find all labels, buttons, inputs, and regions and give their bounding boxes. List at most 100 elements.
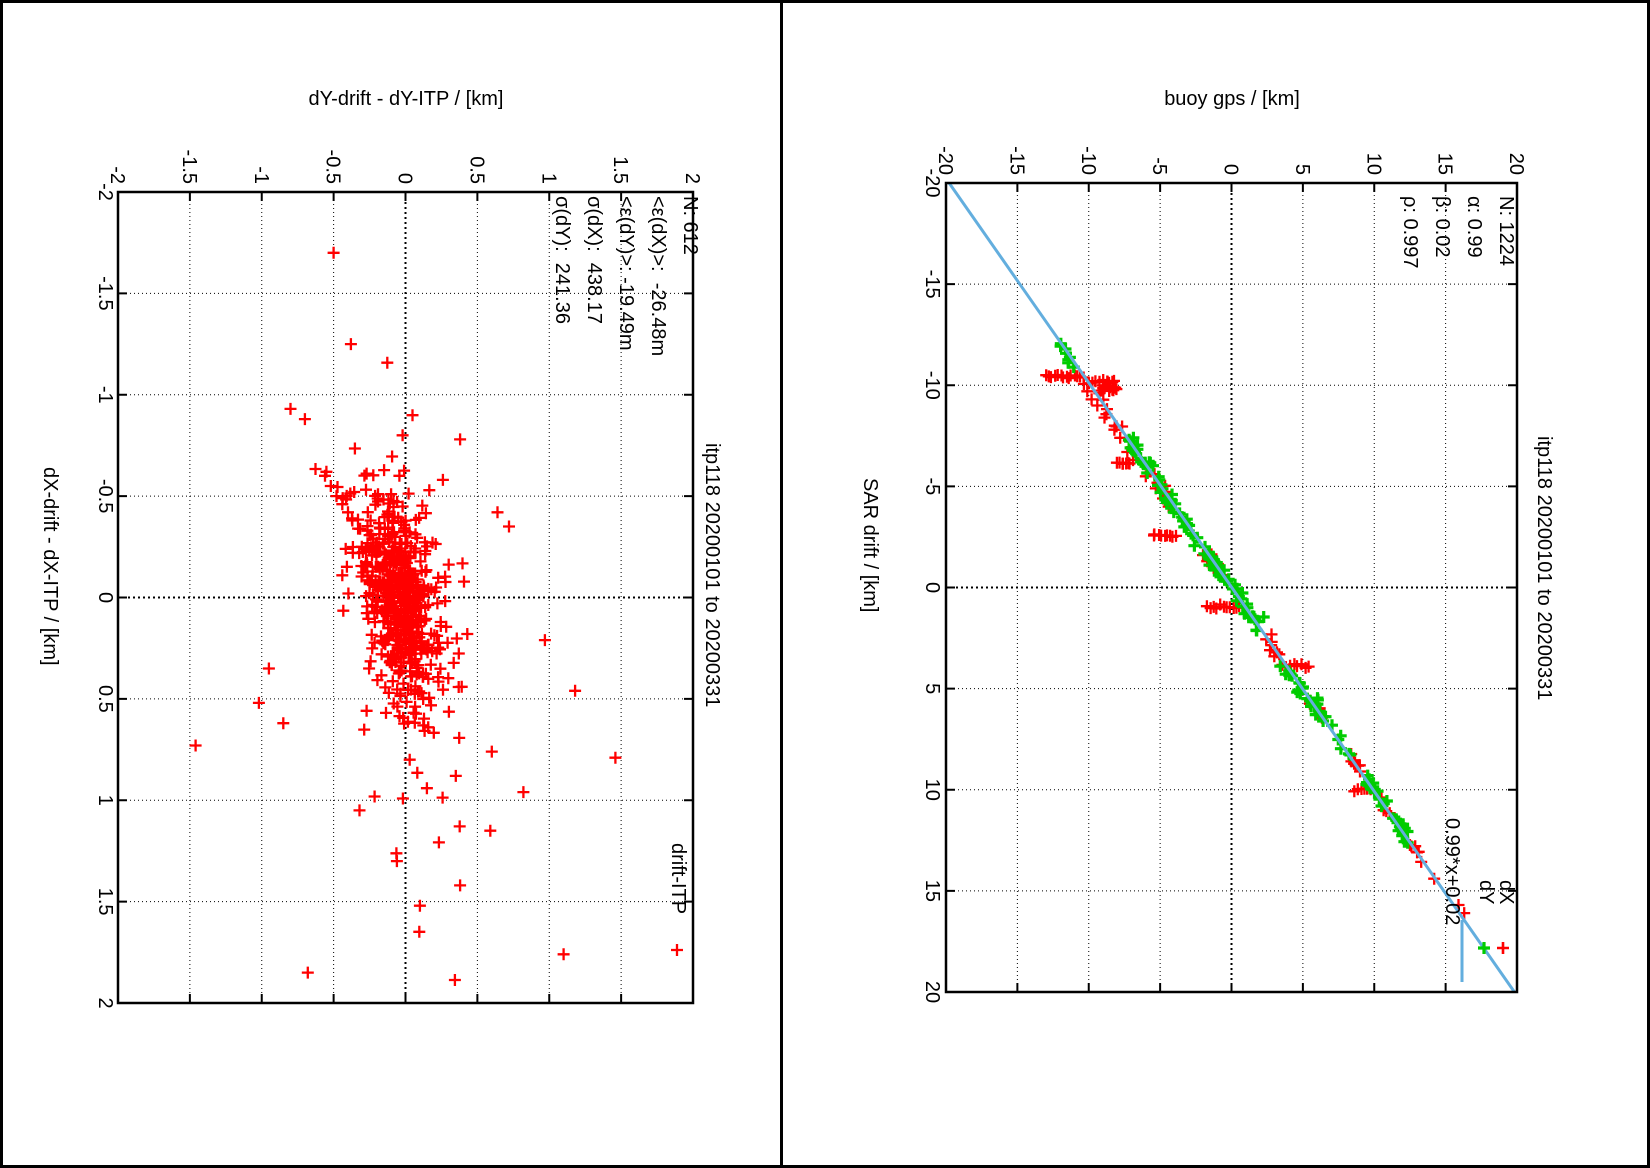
data-point bbox=[424, 658, 437, 671]
data-point bbox=[423, 484, 436, 497]
data-point bbox=[382, 521, 395, 534]
data-point bbox=[366, 588, 379, 601]
stats-line: β: 0.02 bbox=[1431, 196, 1453, 258]
data-point bbox=[404, 655, 417, 668]
data-point bbox=[454, 879, 467, 892]
data-point bbox=[395, 537, 408, 550]
data-point bbox=[439, 595, 452, 608]
data-point bbox=[382, 568, 395, 581]
data-point bbox=[369, 498, 382, 511]
data-point bbox=[1103, 385, 1116, 397]
data-point bbox=[1062, 372, 1075, 385]
data-point bbox=[376, 635, 389, 648]
data-point bbox=[319, 469, 331, 482]
data-point bbox=[419, 507, 432, 520]
tick-label-top: -10 bbox=[1077, 146, 1099, 175]
data-point bbox=[262, 662, 275, 675]
tick-label-top: 0 bbox=[1220, 164, 1242, 175]
tick-label-left: -0.5 bbox=[94, 479, 116, 513]
data-point bbox=[406, 581, 419, 594]
data-point bbox=[431, 597, 444, 610]
tick-label-left: -5 bbox=[921, 477, 943, 495]
right-stats-block: N: 1224 α: 0.99 β: 0.02 ρ: 0.997 bbox=[1398, 196, 1517, 396]
data-point bbox=[1147, 459, 1159, 472]
data-point bbox=[432, 571, 445, 584]
data-point bbox=[376, 560, 389, 573]
data-point bbox=[386, 450, 399, 463]
data-point bbox=[390, 847, 403, 860]
data-point bbox=[401, 600, 414, 612]
data-point bbox=[431, 629, 444, 642]
tick-label-left: 10 bbox=[921, 779, 943, 801]
data-point bbox=[380, 706, 392, 719]
right-legend-dx-marker bbox=[1497, 942, 1509, 954]
data-point bbox=[361, 506, 374, 519]
tick-label-top: 10 bbox=[1362, 153, 1384, 175]
data-point bbox=[1188, 539, 1201, 552]
data-point bbox=[453, 820, 466, 833]
data-point bbox=[361, 520, 374, 533]
data-point bbox=[373, 517, 385, 530]
data-point bbox=[402, 684, 415, 696]
data-point bbox=[434, 620, 447, 632]
data-point bbox=[421, 540, 433, 553]
right-legend-dy-label: dY bbox=[1475, 880, 1497, 905]
data-point bbox=[360, 467, 373, 480]
tick-label-top: 0 bbox=[394, 173, 416, 184]
tick-label-left: 0 bbox=[94, 592, 116, 603]
tick-label-left: -1 bbox=[94, 386, 116, 404]
data-point bbox=[395, 566, 407, 579]
data-point bbox=[360, 704, 373, 717]
data-point bbox=[369, 539, 382, 552]
data-point bbox=[358, 723, 371, 736]
left-legend-label: drift-ITP bbox=[667, 843, 689, 915]
data-point bbox=[395, 596, 408, 609]
right-y-axis-label: buoy gps / [km] bbox=[1164, 88, 1300, 110]
data-point bbox=[442, 705, 455, 718]
data-point bbox=[418, 614, 431, 627]
data-point bbox=[339, 542, 352, 555]
data-point bbox=[419, 548, 432, 561]
data-point bbox=[397, 677, 410, 690]
data-point bbox=[327, 246, 340, 259]
data-point bbox=[447, 656, 460, 669]
data-point bbox=[404, 670, 417, 683]
stats-line: σ(dX): 438.17 bbox=[583, 196, 605, 324]
data-point bbox=[450, 632, 463, 645]
data-point bbox=[393, 469, 406, 482]
tick-label-left: 20 bbox=[921, 981, 943, 1003]
data-point bbox=[439, 576, 452, 588]
data-point bbox=[417, 590, 430, 603]
data-point bbox=[484, 824, 497, 837]
data-point bbox=[409, 542, 422, 555]
data-point bbox=[381, 576, 394, 588]
data-point bbox=[375, 604, 388, 617]
stats-line: σ(dY): 241.36 bbox=[551, 196, 573, 324]
data-point bbox=[400, 695, 413, 708]
tick-label-top: -20 bbox=[934, 146, 956, 175]
data-point bbox=[386, 514, 399, 527]
data-point bbox=[394, 687, 407, 700]
tick-label-top: -1 bbox=[250, 166, 272, 184]
data-point bbox=[403, 526, 416, 539]
data-point bbox=[452, 647, 465, 660]
data-point bbox=[379, 638, 392, 651]
data-point bbox=[458, 575, 470, 588]
data-point bbox=[411, 666, 424, 678]
data-point bbox=[277, 717, 290, 730]
data-point bbox=[395, 660, 407, 672]
data-point bbox=[368, 605, 381, 618]
stats-line: ρ: 0.997 bbox=[1399, 196, 1421, 269]
data-point bbox=[417, 693, 430, 705]
data-point bbox=[436, 791, 449, 804]
data-point bbox=[387, 541, 400, 553]
data-point bbox=[371, 674, 384, 687]
data-point bbox=[409, 513, 422, 526]
data-point bbox=[557, 948, 570, 961]
data-point bbox=[399, 556, 412, 569]
data-point bbox=[399, 611, 412, 624]
data-point bbox=[394, 577, 407, 590]
data-point bbox=[344, 338, 357, 351]
data-point bbox=[364, 655, 377, 668]
data-point bbox=[415, 564, 428, 577]
